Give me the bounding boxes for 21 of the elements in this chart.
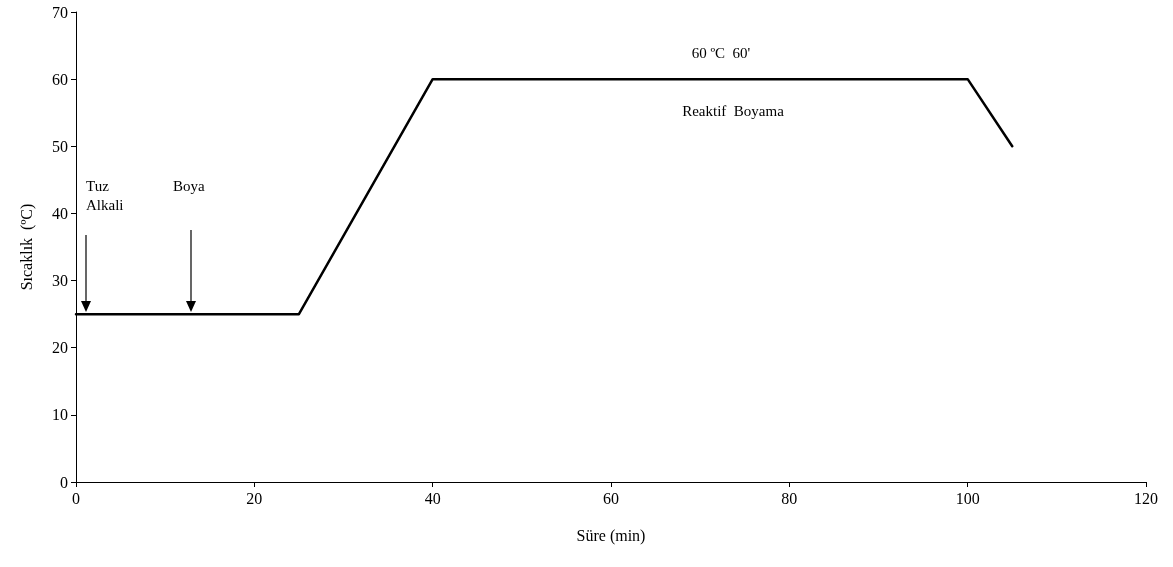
x-tick-label: 40: [424, 489, 441, 507]
y-axis-title: Sıcaklık (ºC): [17, 203, 36, 291]
x-tick-label: 100: [955, 489, 980, 507]
y-tick-label: 30: [52, 272, 68, 290]
y-tick-label: 20: [52, 339, 68, 357]
x-axis-title: Süre (min): [576, 526, 646, 545]
annotation: Boya: [173, 177, 205, 194]
y-tick-label: 50: [52, 137, 68, 155]
y-tick-label: 40: [52, 204, 68, 222]
y-tick-label: 10: [52, 406, 68, 424]
annotation: Reaktif Boyama: [682, 103, 785, 119]
y-tick-label: 0: [60, 473, 68, 491]
annotation: 60 ºC 60': [691, 45, 751, 61]
annotation: Tuz Alkali: [86, 177, 124, 213]
x-tick-label: 80: [781, 489, 798, 507]
y-tick-label: 60: [52, 70, 68, 88]
y-tick-label: 70: [52, 3, 68, 21]
x-tick-label: 0: [72, 489, 80, 507]
x-tick-label: 60: [603, 489, 619, 507]
x-tick-label: 20: [246, 489, 263, 507]
x-tick-label: 120: [1134, 489, 1158, 507]
